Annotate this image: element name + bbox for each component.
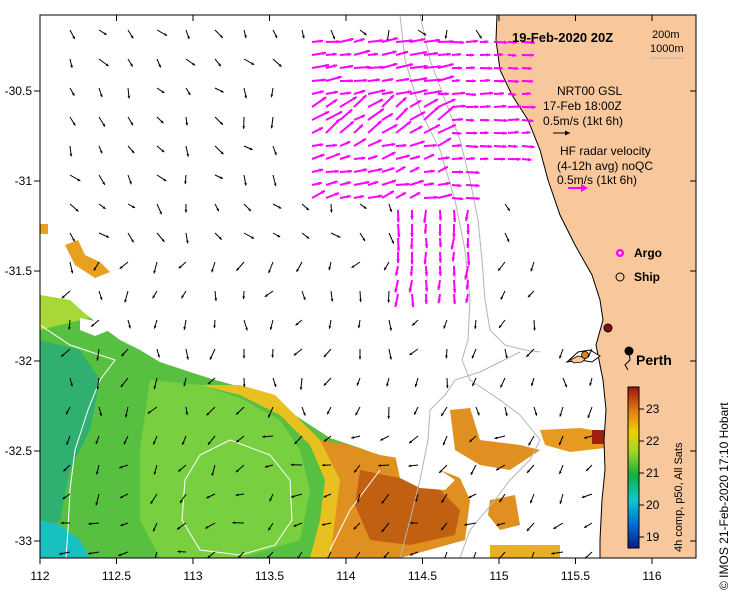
y-tick-label: -32.5 [5,444,33,458]
y-tick-label: -31 [15,174,33,188]
colorbar-tick-label: 20 [646,498,660,512]
x-tick-label: 115.5 [561,569,590,583]
contour-label-1000m: 1000m [650,43,684,55]
model-legend-title: NRT00 GSL [557,84,622,98]
y-tick-label: -30.5 [5,84,33,98]
x-tick-label: 112 [30,569,49,583]
colorbar-tick-label: 22 [646,434,660,448]
perth-label: Perth [636,352,672,368]
colorbar-label: 4h comp, p50, All Sats [673,442,685,552]
y-tick-label: -33 [15,534,33,548]
ship-marker [582,352,589,359]
date-label: 19-Feb-2020 20Z [512,30,613,45]
sst-edge-patch [40,224,48,234]
sst-south-patch-2 [490,545,560,558]
station-marker [604,324,612,332]
model-legend-scale: 0.5m/s (1kt 6h) [543,114,623,128]
radar-legend-scale: 0.5m/s (1kt 6h) [557,173,637,187]
colorbar-tick-label: 19 [646,530,660,544]
argo-legend-label: Argo [634,246,662,260]
sst-hot-spot [592,430,604,444]
colorbar-tick-label: 23 [646,402,660,416]
model-legend-time: 17-Feb 18:00Z [543,99,622,113]
x-tick-label: 114.5 [408,569,437,583]
x-tick-label: 113.5 [255,569,284,583]
radar-legend-avg: (4-12h avg) noQC [557,159,653,173]
y-tick-label: -31.5 [5,264,33,278]
x-tick-label: 112.5 [102,569,131,583]
x-tick-label: 115 [489,569,508,583]
x-tick-label: 113 [183,569,202,583]
argo-legend-icon-center [619,252,622,255]
ship-legend-label: Ship [634,270,660,284]
credit-text: © IMOS 21-Feb-2020 17:10 Hobart [717,402,731,590]
colorbar-tick-label: 21 [646,466,660,480]
x-tick-label: 114 [336,569,355,583]
y-tick-label: -32 [15,354,33,368]
colorbar [628,387,639,548]
radar-legend-title: HF radar velocity [560,144,651,158]
x-tick-label: 116 [642,569,661,583]
contour-label-200m: 200m [652,29,680,41]
